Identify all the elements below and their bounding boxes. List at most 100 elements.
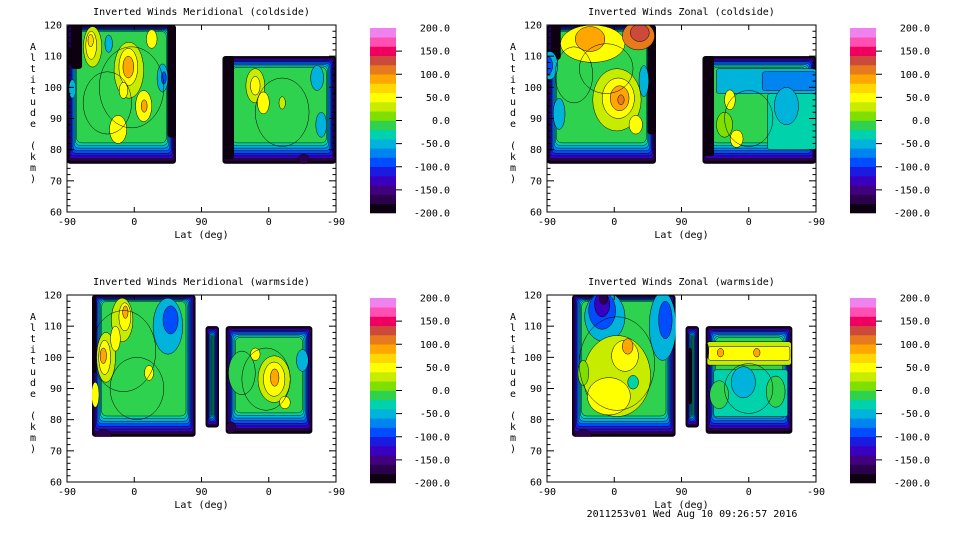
svg-text:80: 80 [50, 415, 62, 426]
svg-text:90: 90 [195, 217, 207, 228]
svg-text:110: 110 [44, 322, 62, 333]
svg-text:90: 90 [530, 114, 542, 125]
svg-text:-90: -90 [327, 217, 345, 228]
svg-text:-100.0: -100.0 [414, 432, 450, 443]
panel-meridional-warmside: Inverted Winds Meridional (warmside) A l… [0, 270, 480, 540]
panel-zonal-warmside: Inverted Winds Zonal (warmside) A l t i … [480, 270, 960, 540]
svg-text:90: 90 [675, 217, 687, 228]
svg-text:-50.0: -50.0 [420, 409, 450, 420]
svg-text:0: 0 [131, 217, 137, 228]
svg-text:-90: -90 [538, 217, 556, 228]
svg-text:-50.0: -50.0 [420, 139, 450, 150]
svg-text:200.0: 200.0 [900, 294, 930, 305]
svg-text:80: 80 [50, 145, 62, 156]
svg-text:90: 90 [675, 487, 687, 498]
svg-text:200.0: 200.0 [420, 24, 450, 35]
svg-text:150.0: 150.0 [900, 47, 930, 58]
svg-text:80: 80 [530, 145, 542, 156]
svg-text:-150.0: -150.0 [894, 185, 930, 196]
svg-text:110: 110 [524, 322, 542, 333]
svg-text:-90: -90 [807, 217, 825, 228]
svg-text:70: 70 [50, 176, 62, 187]
svg-text:60: 60 [50, 478, 62, 489]
svg-text:80: 80 [530, 415, 542, 426]
svg-text:0.0: 0.0 [432, 386, 450, 397]
svg-text:0.0: 0.0 [912, 386, 930, 397]
svg-text:-90: -90 [58, 487, 76, 498]
svg-text:0.0: 0.0 [432, 116, 450, 127]
svg-text:-90: -90 [327, 487, 345, 498]
svg-text:90: 90 [50, 384, 62, 395]
svg-text:0: 0 [266, 487, 272, 498]
svg-text:-200.0: -200.0 [414, 479, 450, 490]
svg-text:0: 0 [611, 487, 617, 498]
svg-text:-90: -90 [58, 217, 76, 228]
svg-text:-150.0: -150.0 [894, 455, 930, 466]
svg-text:100.0: 100.0 [420, 70, 450, 81]
panel-zonal-coldside: Inverted Winds Zonal (coldside) A l t i … [480, 0, 960, 270]
svg-text:0: 0 [746, 217, 752, 228]
x-axis-label: Lat (deg) [174, 230, 229, 241]
svg-text:100: 100 [524, 353, 542, 364]
svg-text:100: 100 [44, 83, 62, 94]
svg-text:-100.0: -100.0 [414, 162, 450, 173]
svg-text:-50.0: -50.0 [900, 409, 930, 420]
svg-text:-200.0: -200.0 [894, 479, 930, 490]
svg-text:120: 120 [524, 291, 542, 302]
svg-text:200.0: 200.0 [900, 24, 930, 35]
svg-text:50.0: 50.0 [906, 93, 930, 104]
svg-text:150.0: 150.0 [900, 317, 930, 328]
svg-text:50.0: 50.0 [906, 363, 930, 374]
svg-text:70: 70 [530, 176, 542, 187]
svg-text:100.0: 100.0 [420, 340, 450, 351]
svg-text:120: 120 [524, 21, 542, 32]
svg-text:60: 60 [50, 208, 62, 219]
svg-text:-90: -90 [538, 487, 556, 498]
svg-text:-150.0: -150.0 [414, 185, 450, 196]
svg-text:120: 120 [44, 291, 62, 302]
svg-text:0: 0 [746, 487, 752, 498]
panel-meridional-coldside: Inverted Winds Meridional (coldside) A l… [0, 0, 480, 270]
svg-text:0.0: 0.0 [912, 116, 930, 127]
svg-text:-90: -90 [807, 487, 825, 498]
svg-text:50.0: 50.0 [426, 93, 450, 104]
svg-text:-150.0: -150.0 [414, 455, 450, 466]
svg-text:0: 0 [266, 217, 272, 228]
svg-text:60: 60 [530, 478, 542, 489]
y-axis-label: A l t i t u d e ( k m ) [509, 312, 517, 455]
x-axis-label: Lat (deg) [174, 500, 229, 511]
svg-text:110: 110 [524, 52, 542, 63]
y-axis-label: A l t i t u d e ( k m ) [29, 312, 37, 455]
svg-text:50.0: 50.0 [426, 363, 450, 374]
panel-title: Inverted Winds Zonal (warmside) [588, 277, 775, 288]
svg-text:100.0: 100.0 [900, 70, 930, 81]
svg-text:200.0: 200.0 [420, 294, 450, 305]
svg-text:-100.0: -100.0 [894, 432, 930, 443]
svg-text:-100.0: -100.0 [894, 162, 930, 173]
svg-text:0: 0 [611, 217, 617, 228]
panel-title: Inverted Winds Meridional (coldside) [93, 7, 310, 18]
panel-title: Inverted Winds Zonal (coldside) [588, 7, 775, 18]
svg-text:110: 110 [44, 52, 62, 63]
timestamp-label: 2011253v01 Wed Aug 10 09:26:57 2016 [586, 509, 798, 520]
svg-text:100: 100 [524, 83, 542, 94]
svg-text:90: 90 [530, 384, 542, 395]
svg-text:100: 100 [44, 353, 62, 364]
svg-text:150.0: 150.0 [420, 47, 450, 58]
svg-text:0: 0 [131, 487, 137, 498]
svg-text:100.0: 100.0 [900, 340, 930, 351]
svg-text:150.0: 150.0 [420, 317, 450, 328]
svg-text:-200.0: -200.0 [894, 209, 930, 220]
svg-text:70: 70 [50, 446, 62, 457]
x-axis-label: Lat (deg) [654, 500, 709, 511]
svg-text:60: 60 [530, 208, 542, 219]
y-axis-label: A l t i t u d e ( k m ) [509, 42, 517, 185]
y-axis-label: A l t i t u d e ( k m ) [29, 42, 37, 185]
svg-text:-50.0: -50.0 [900, 139, 930, 150]
svg-text:90: 90 [50, 114, 62, 125]
svg-text:90: 90 [195, 487, 207, 498]
